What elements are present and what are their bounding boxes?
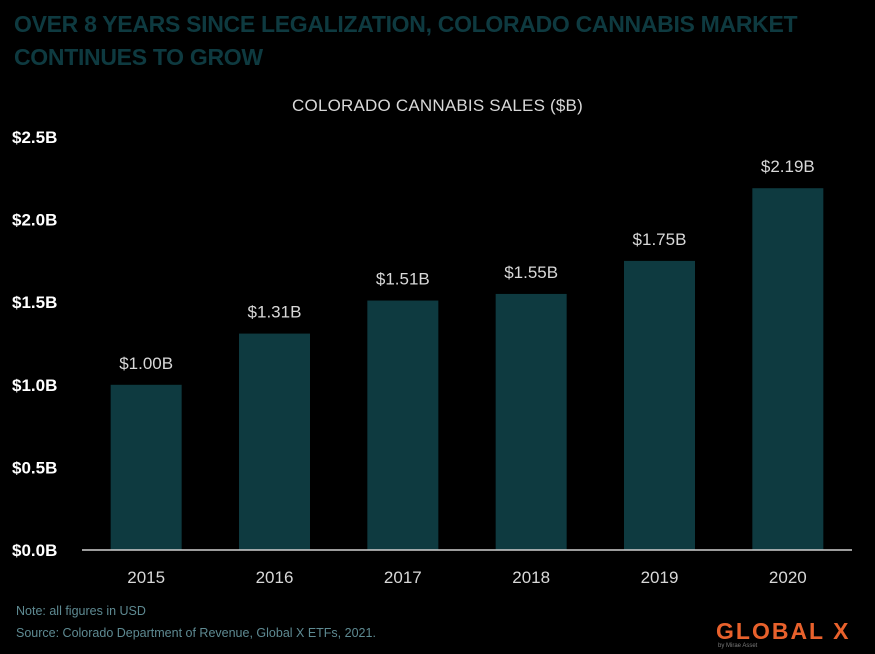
bar-2016 (239, 333, 310, 550)
y-tick-label: $2.5B (12, 128, 57, 147)
note-text: Note: all figures in USD (16, 604, 146, 618)
data-label: $1.51B (376, 270, 430, 289)
bar-2020 (752, 188, 824, 550)
bar-chart: $0.0B $0.5B $1.0B $1.5B $2.0B $2.5B $1.00B 2015… (12, 128, 852, 587)
data-label: $2.19B (761, 157, 815, 176)
x-tick-label: 2020 (769, 568, 807, 587)
headline: OVER 8 YEARS SINCE LEGALIZATION, COLORAD… (14, 11, 798, 70)
data-label: $1.00B (119, 354, 173, 373)
x-tick-label: 2017 (384, 568, 422, 587)
x-tick-label: 2015 (127, 568, 165, 587)
bar-2019 (624, 260, 695, 550)
y-tick-label: $1.5B (12, 293, 57, 312)
bar-2017 (367, 300, 439, 550)
chart-title: COLORADO CANNABIS SALES ($B) (292, 96, 583, 115)
bar-2015 (110, 384, 182, 550)
logo-subtext: by Mirae Asset (718, 643, 758, 649)
logo-text: GLOBAL X (716, 618, 851, 644)
y-tick-label: $0.5B (12, 458, 57, 477)
bar-2018 (495, 293, 567, 550)
x-tick-label: 2018 (512, 568, 550, 587)
data-label: $1.31B (248, 303, 302, 322)
y-tick-label: $2.0B (12, 211, 57, 230)
logo: GLOBAL X by Mirae Asset (716, 618, 866, 652)
y-tick-label: $1.0B (12, 376, 57, 395)
y-tick-label: $0.0B (12, 541, 57, 560)
x-tick-label: 2016 (256, 568, 294, 587)
data-label: $1.75B (633, 230, 687, 249)
source-text: Source: Colorado Department of Revenue, … (16, 626, 376, 640)
x-tick-label: 2019 (641, 568, 679, 587)
data-label: $1.55B (504, 263, 558, 282)
